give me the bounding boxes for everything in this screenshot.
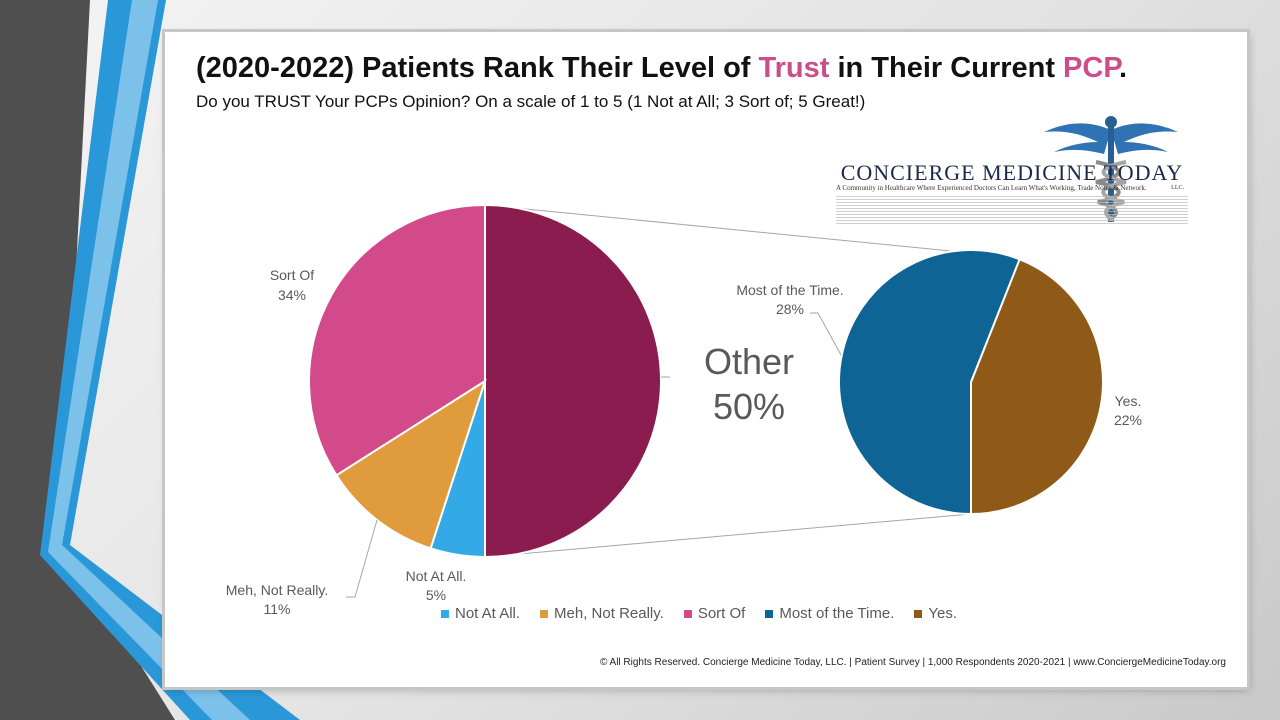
- label-meh-value: 11%: [264, 601, 291, 617]
- label-other-name: Other: [704, 341, 794, 382]
- legend-item-yes: Yes.: [914, 605, 957, 622]
- pie-slice-other: [484, 203, 662, 559]
- secondary-pie: [838, 249, 1104, 516]
- label-not-at-all-value: 5%: [426, 587, 446, 603]
- label-not-at-all-name: Not At All.: [406, 568, 467, 584]
- title-highlight-trust: Trust: [758, 52, 830, 84]
- legend-item-not-at-all: Not At All.: [441, 605, 520, 622]
- legend-swatch: [914, 609, 923, 618]
- chart-legend: Not At All. Meh, Not Really. Sort Of Mos…: [441, 605, 957, 622]
- slide-title: (2020-2022) Patients Rank Their Level of…: [196, 52, 1127, 84]
- label-most-value: 28%: [776, 301, 804, 317]
- legend-swatch: [540, 609, 549, 618]
- label-yes-value: 22%: [1114, 412, 1142, 428]
- logo-name: CONCIERGE MEDICINE TODAY: [840, 160, 1184, 185]
- connector-line-top: [484, 204, 962, 253]
- legend-item-most: Most of the Time.: [765, 605, 894, 622]
- leader-line-meh: [346, 519, 378, 598]
- label-meh-name: Meh, Not Really.: [226, 582, 328, 598]
- footer-copyright: © All Rights Reserved. Concierge Medicin…: [599, 657, 1226, 668]
- pie-slice-most-of-the-time: [838, 249, 1021, 516]
- label-yes-name: Yes.: [1115, 393, 1142, 409]
- logo-llc: LLC.: [1171, 185, 1184, 191]
- slide-subtitle: Do you TRUST Your PCPs Opinion? On a sca…: [196, 92, 866, 111]
- connector-line-bottom: [484, 513, 972, 558]
- label-sort-of-name: Sort Of: [270, 267, 314, 283]
- legend-swatch: [441, 609, 449, 618]
- logo-fine-print: [836, 196, 1188, 226]
- light-stripe: [48, 0, 250, 720]
- pie-slice-sort-of: [308, 203, 486, 477]
- leader-line-most: [810, 312, 842, 356]
- label-sort-of-value: 34%: [278, 287, 306, 303]
- legend-swatch: [765, 609, 774, 618]
- brand-logo: CONCIERGE MEDICINE TODAY A Community in …: [836, 116, 1188, 230]
- logo-tagline: A Community in Healthcare Where Experien…: [836, 184, 1147, 192]
- legend-item-sort-of: Sort Of: [683, 605, 745, 622]
- primary-pie: [308, 203, 662, 559]
- pie-slice-yes: [970, 257, 1104, 516]
- legend-item-meh: Meh, Not Really.: [540, 605, 664, 622]
- title-highlight-pcp: PCP: [1063, 52, 1119, 84]
- label-other-value: 50%: [713, 386, 785, 427]
- legend-swatch: [683, 609, 692, 618]
- label-most-name: Most of the Time.: [736, 282, 843, 298]
